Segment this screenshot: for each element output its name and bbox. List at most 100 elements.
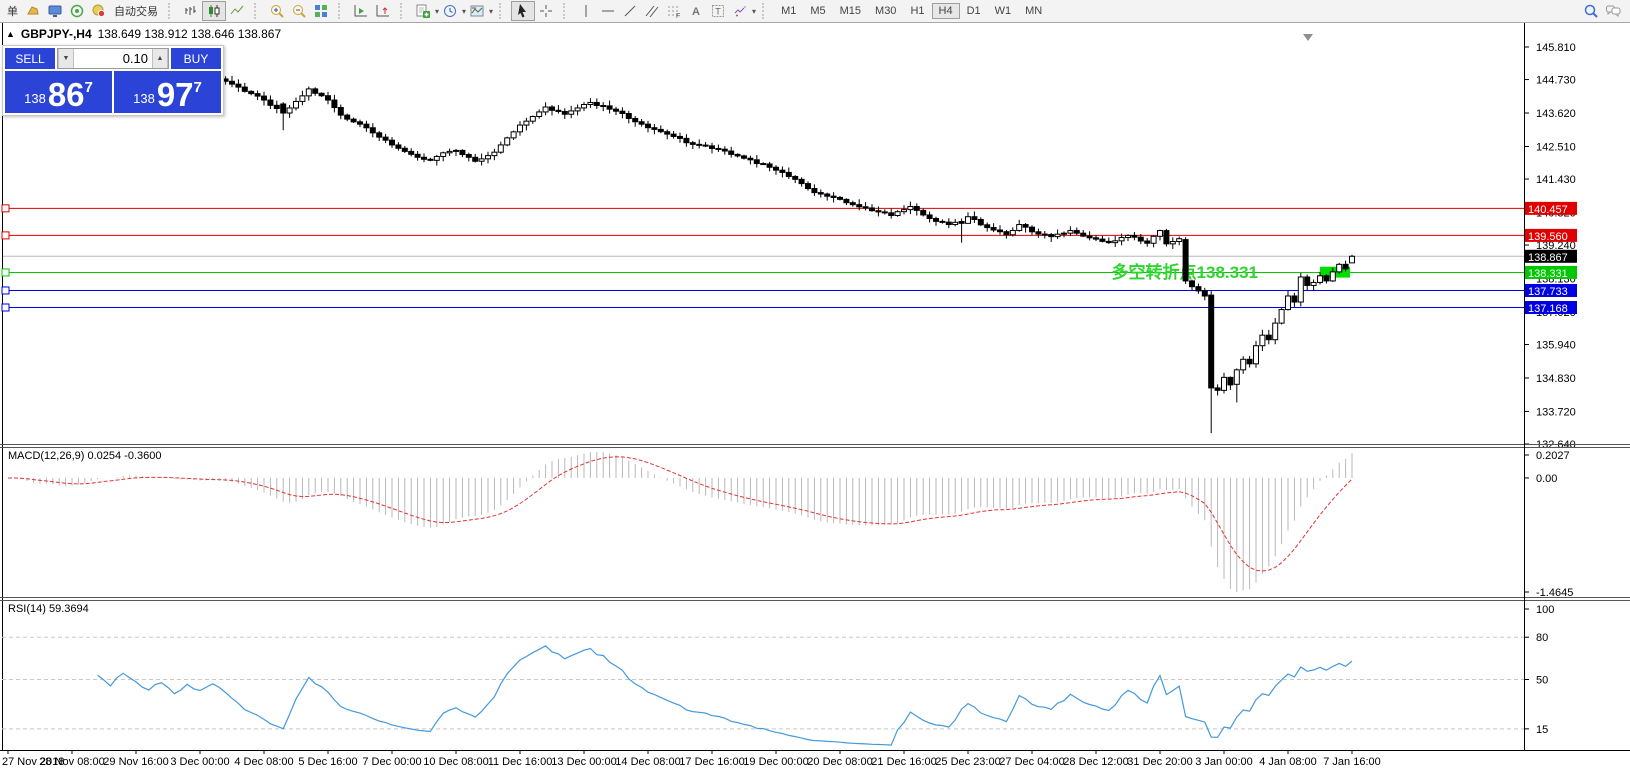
templates-button[interactable]: ▾ bbox=[466, 1, 493, 21]
macd-tick-label[interactable]: 0.00 bbox=[1536, 473, 1557, 485]
timeframe-d1-button[interactable]: D1 bbox=[966, 5, 981, 17]
new-order-button[interactable]: 单 bbox=[3, 1, 22, 21]
price-tick-label[interactable]: 134.830 bbox=[1536, 373, 1576, 385]
zoom-in-button[interactable] bbox=[266, 1, 288, 21]
price-tick-label[interactable]: 141.430 bbox=[1536, 174, 1576, 186]
metaeditor-icon-button[interactable] bbox=[22, 1, 44, 21]
buy-price-button[interactable]: 138 97 7 bbox=[114, 71, 221, 113]
time-tick-label[interactable]: 20 Dec 08:00 bbox=[807, 756, 872, 768]
time-tick-label[interactable]: 29 Nov 16:00 bbox=[103, 756, 168, 768]
timeframe-m5-button[interactable]: M5 bbox=[810, 5, 826, 17]
volume-input[interactable] bbox=[74, 49, 152, 68]
signals-button[interactable] bbox=[66, 1, 88, 21]
volume-decrease-button[interactable]: ▼ bbox=[58, 49, 74, 68]
timeframe-mn-button[interactable]: MN bbox=[1025, 5, 1043, 17]
charts-window-button[interactable] bbox=[44, 1, 66, 21]
dropdown-caret-icon[interactable]: ▾ bbox=[752, 6, 757, 16]
time-tick-label[interactable]: 13 Dec 00:00 bbox=[551, 756, 616, 768]
channel-button[interactable] bbox=[641, 1, 663, 21]
arrows-button[interactable]: ▾ bbox=[729, 1, 756, 21]
time-tick-label[interactable]: 4 Jan 08:00 bbox=[1259, 756, 1317, 768]
rsi-tick-label[interactable]: 100 bbox=[1536, 604, 1554, 616]
time-tick-label[interactable]: 7 Dec 00:00 bbox=[362, 756, 421, 768]
hline-anchor[interactable] bbox=[1, 268, 10, 277]
time-tick-label[interactable]: 7 Jan 16:00 bbox=[1323, 756, 1381, 768]
line-chart-button[interactable] bbox=[226, 1, 248, 21]
price-tick-label[interactable]: 133.720 bbox=[1536, 406, 1576, 418]
sell-button[interactable]: SELL bbox=[5, 48, 55, 69]
dropdown-caret-icon[interactable]: ▾ bbox=[462, 6, 467, 16]
time-tick-label[interactable]: 5 Dec 16:00 bbox=[298, 756, 357, 768]
timeframe-h4-button[interactable]: H4 bbox=[931, 3, 960, 19]
time-tick-label[interactable]: 19 Dec 00:00 bbox=[743, 756, 808, 768]
text-label-button[interactable]: T bbox=[707, 1, 729, 21]
sell-price-button[interactable]: 138 86 7 bbox=[5, 71, 112, 113]
bar-chart-button[interactable] bbox=[180, 1, 202, 21]
rsi-tick-label[interactable]: 80 bbox=[1536, 632, 1548, 644]
macd-tick-label[interactable]: 0.2027 bbox=[1536, 450, 1570, 462]
time-tick-label[interactable]: 28 Nov 08:00 bbox=[39, 756, 104, 768]
time-tick-label[interactable]: 3 Jan 00:00 bbox=[1195, 756, 1253, 768]
time-tick-label[interactable]: 3 Dec 00:00 bbox=[170, 756, 229, 768]
dropdown-caret-icon[interactable]: ▾ bbox=[489, 6, 494, 16]
candle-body bbox=[952, 221, 959, 226]
chart-shift-button[interactable] bbox=[372, 1, 394, 21]
time-tick-label[interactable]: 14 Dec 08:00 bbox=[615, 756, 680, 768]
price-tick-label[interactable]: 139.240 bbox=[1536, 240, 1576, 252]
autotrading-button[interactable]: 自动交易 bbox=[88, 1, 162, 21]
crosshair-button[interactable] bbox=[535, 1, 557, 21]
time-tick-label[interactable]: 25 Dec 23:00 bbox=[935, 756, 1000, 768]
hline-anchor[interactable] bbox=[1, 204, 10, 213]
trendline-button[interactable] bbox=[619, 1, 641, 21]
buy-button[interactable]: BUY bbox=[171, 48, 221, 69]
auto-scroll-button[interactable] bbox=[350, 1, 372, 21]
timeframe-m30-button[interactable]: M30 bbox=[875, 5, 897, 17]
macd-tick-label[interactable]: -1.4645 bbox=[1536, 587, 1573, 599]
candlestick-chart-button[interactable] bbox=[202, 1, 226, 21]
hline-anchor[interactable] bbox=[1, 303, 10, 312]
chat-icon-button[interactable] bbox=[1602, 1, 1624, 21]
collapse-chart-icon[interactable]: ▲ bbox=[6, 29, 15, 39]
indicators-button[interactable]: ▾ bbox=[412, 1, 439, 21]
time-tick-label[interactable]: 28 Dec 12:00 bbox=[1063, 756, 1128, 768]
tile-windows-icon bbox=[310, 1, 332, 21]
time-tick-label[interactable]: 17 Dec 16:00 bbox=[679, 756, 744, 768]
time-tick-label[interactable]: 27 Dec 04:00 bbox=[999, 756, 1064, 768]
price-line-label bbox=[1525, 201, 1577, 215]
time-tick-label[interactable]: 10 Dec 08:00 bbox=[423, 756, 488, 768]
timeframe-m1-button[interactable]: M1 bbox=[781, 5, 797, 17]
search-icon-button[interactable] bbox=[1580, 1, 1602, 21]
chart-shift-marker-icon[interactable] bbox=[1303, 34, 1313, 41]
rsi-tick-label[interactable]: 50 bbox=[1536, 675, 1548, 687]
periods-button[interactable]: ▾ bbox=[439, 1, 466, 21]
volume-increase-button[interactable]: ▲ bbox=[152, 49, 168, 68]
chart-area[interactable]: 145.810144.730143.620142.510141.430140.3… bbox=[0, 22, 1630, 771]
zoom-out-button[interactable] bbox=[288, 1, 310, 21]
timeframe-m15-button[interactable]: M15 bbox=[839, 5, 862, 17]
vline-button[interactable] bbox=[575, 1, 597, 21]
rsi-tick-label[interactable]: 15 bbox=[1536, 724, 1548, 736]
timeframe-w1-button[interactable]: W1 bbox=[994, 5, 1012, 17]
hline-anchor[interactable] bbox=[1, 286, 10, 295]
time-tick-label[interactable]: 27 Nov 2018 bbox=[2, 756, 64, 768]
time-tick-label[interactable]: 31 Dec 20:00 bbox=[1127, 756, 1192, 768]
hline-anchor[interactable] bbox=[1, 231, 10, 240]
price-tick-label[interactable]: 143.620 bbox=[1536, 108, 1576, 120]
price-tick-label[interactable]: 144.730 bbox=[1536, 75, 1576, 87]
cursor-button[interactable] bbox=[511, 1, 536, 21]
candle-body bbox=[1048, 234, 1055, 238]
price-tick-label[interactable]: 145.810 bbox=[1536, 42, 1576, 54]
price-line-label bbox=[1525, 301, 1577, 315]
price-tick-label[interactable]: 142.510 bbox=[1536, 141, 1576, 153]
text-button[interactable]: A bbox=[685, 1, 707, 21]
time-tick-label[interactable]: 21 Dec 16:00 bbox=[871, 756, 936, 768]
time-tick-label[interactable]: 4 Dec 08:00 bbox=[234, 756, 293, 768]
timeframe-h1-button[interactable]: H1 bbox=[910, 5, 925, 17]
candle-body bbox=[1253, 345, 1259, 365]
time-tick-label[interactable]: 11 Dec 16:00 bbox=[488, 756, 553, 768]
price-tick-label[interactable]: 135.940 bbox=[1536, 340, 1576, 352]
dropdown-caret-icon[interactable]: ▾ bbox=[435, 6, 440, 16]
tile-windows-button[interactable] bbox=[310, 1, 332, 21]
fibonacci-button[interactable]: F bbox=[663, 1, 685, 21]
hline-button[interactable] bbox=[597, 1, 619, 21]
